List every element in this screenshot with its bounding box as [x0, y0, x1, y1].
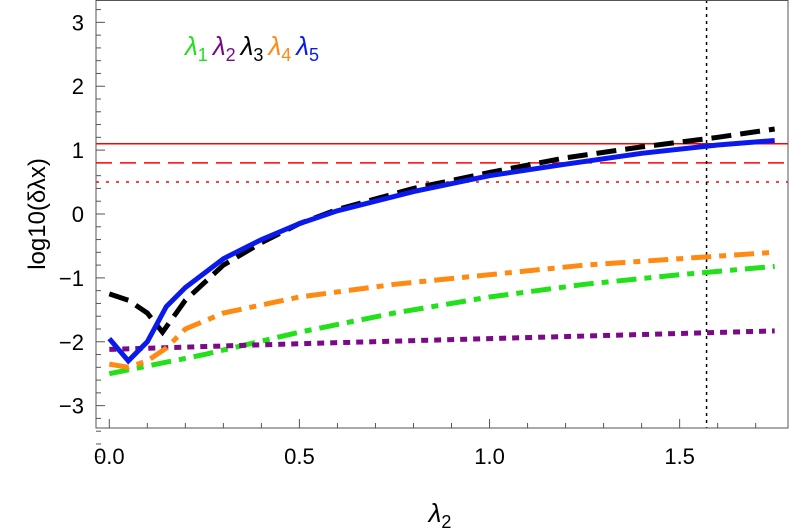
legend: λ1 λ2 λ3 λ4 λ5 — [183, 31, 319, 65]
x-tick-label: 0.5 — [284, 444, 315, 469]
plot-frame — [95, 0, 789, 429]
x-tick-label: 0.0 — [94, 444, 125, 469]
series-λ2 — [109, 328, 775, 352]
series-λ1 — [108, 263, 775, 377]
legend-entry: λ — [239, 31, 254, 61]
y-tick-label: −3 — [59, 394, 84, 419]
y-tick-label: −1 — [59, 266, 84, 291]
legend-entry: λ — [183, 31, 198, 61]
y-tick-label: 2 — [72, 74, 84, 99]
legend-entry: λ — [294, 31, 309, 61]
y-tick-label: 1 — [72, 138, 84, 163]
y-axis-label: log10(δλx) — [24, 158, 51, 270]
series-λ5 — [107, 138, 775, 365]
legend-entry: λ — [211, 31, 226, 61]
series-λ3 — [108, 126, 776, 337]
legend-entry: λ — [266, 31, 281, 61]
x-axis-label: λ2 — [427, 498, 452, 530]
y-tick-label: 0 — [72, 202, 84, 227]
y-tick-label: −2 — [59, 330, 84, 355]
x-tick-label: 1.0 — [474, 444, 505, 469]
x-tick-label: 1.5 — [664, 444, 695, 469]
y-tick-label: 3 — [72, 10, 84, 35]
